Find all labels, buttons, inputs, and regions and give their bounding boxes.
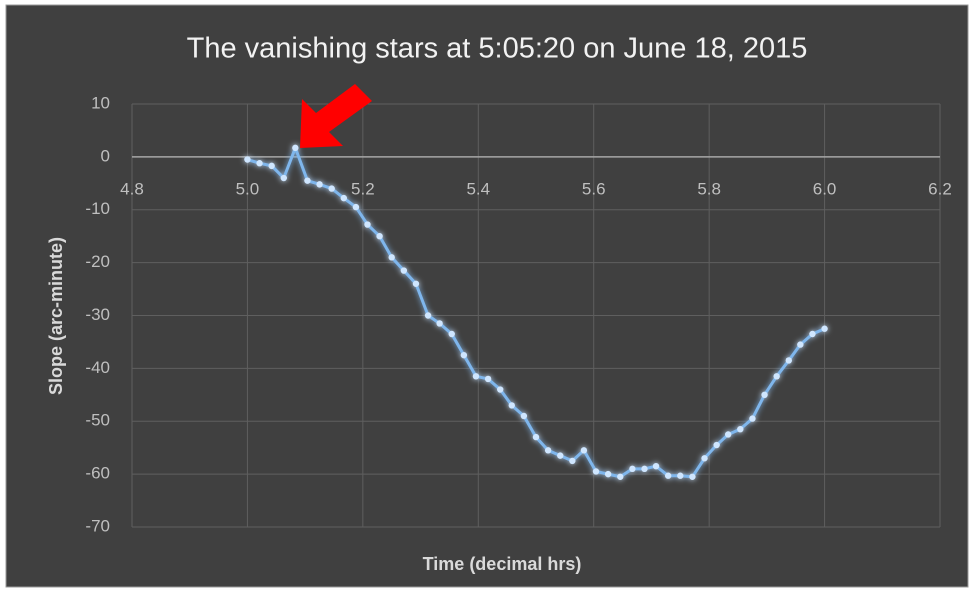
series	[244, 144, 828, 480]
y-tick-label: -10	[85, 199, 110, 218]
data-point	[256, 160, 263, 167]
data-point	[497, 386, 504, 393]
x-tick-label: 5.0	[236, 179, 260, 198]
y-tick-label: 0	[101, 146, 110, 165]
data-point	[544, 447, 552, 454]
data-point	[629, 465, 636, 473]
data-point	[652, 462, 660, 470]
data-point	[761, 391, 768, 399]
data-point	[773, 373, 780, 380]
arrow-annotation	[300, 84, 372, 148]
data-point	[424, 312, 432, 319]
data-point	[400, 267, 408, 274]
data-point	[244, 156, 251, 163]
data-point	[821, 325, 828, 332]
data-point	[340, 194, 348, 202]
data-point	[316, 181, 323, 188]
x-tick-label: 5.4	[466, 179, 490, 198]
data-point	[713, 441, 720, 449]
y-tick-label: -40	[85, 358, 110, 377]
data-point	[797, 341, 804, 348]
data-point	[412, 280, 420, 287]
y-tick-label: -60	[85, 464, 110, 483]
data-point	[376, 232, 383, 240]
x-tick-label: 6.0	[813, 179, 837, 198]
data-point	[508, 402, 515, 409]
data-point	[737, 425, 744, 433]
data-point	[520, 412, 528, 420]
y-tick-label: 10	[91, 93, 110, 112]
data-point	[292, 144, 299, 152]
data-point	[364, 221, 371, 228]
data-point	[280, 174, 287, 182]
data-point	[809, 330, 816, 338]
data-point	[448, 330, 455, 338]
x-tick-label: 5.2	[351, 179, 375, 198]
chart-background	[5, 4, 969, 588]
data-point	[641, 465, 648, 473]
y-tick-label: -70	[85, 516, 110, 535]
data-point	[484, 375, 492, 383]
data-point	[268, 162, 275, 170]
data-point	[328, 185, 335, 192]
chart-title: The vanishing stars at 5:05:20 on June 1…	[187, 33, 808, 65]
data-point	[304, 177, 311, 184]
data-point	[701, 455, 708, 462]
data-point	[664, 472, 672, 479]
data-point	[592, 468, 600, 475]
data-point	[569, 457, 576, 465]
data-point	[472, 373, 480, 380]
x-tick-label: 6.2	[928, 179, 952, 198]
data-point	[388, 254, 395, 261]
x-tick-label: 5.6	[582, 179, 606, 198]
data-point	[724, 431, 732, 438]
x-tick-label: 5.8	[697, 179, 721, 198]
data-point	[689, 473, 696, 480]
y-tick-label: -30	[85, 305, 110, 324]
data-point	[749, 415, 756, 422]
y-tick-label: -50	[85, 411, 110, 430]
y-tick-label: -20	[85, 252, 110, 271]
data-point	[785, 357, 792, 364]
plot-area: 10 0 -10 -20 -30 -40 -50 -60 -70 4.8 5.0 5.2 5.4 5.6 5…	[85, 93, 951, 535]
data-point	[460, 351, 468, 359]
y-axis-label: Slope (arc-minute)	[46, 237, 66, 395]
x-axis-label: Time (decimal hrs)	[423, 554, 582, 574]
data-point	[580, 447, 588, 454]
data-point	[677, 472, 684, 479]
data-point	[604, 470, 612, 478]
data-point	[532, 433, 540, 441]
x-tick-label: 4.8	[120, 179, 144, 198]
data-point	[557, 452, 564, 459]
data-point	[617, 473, 624, 480]
data-point	[436, 320, 443, 327]
data-point	[352, 203, 360, 211]
